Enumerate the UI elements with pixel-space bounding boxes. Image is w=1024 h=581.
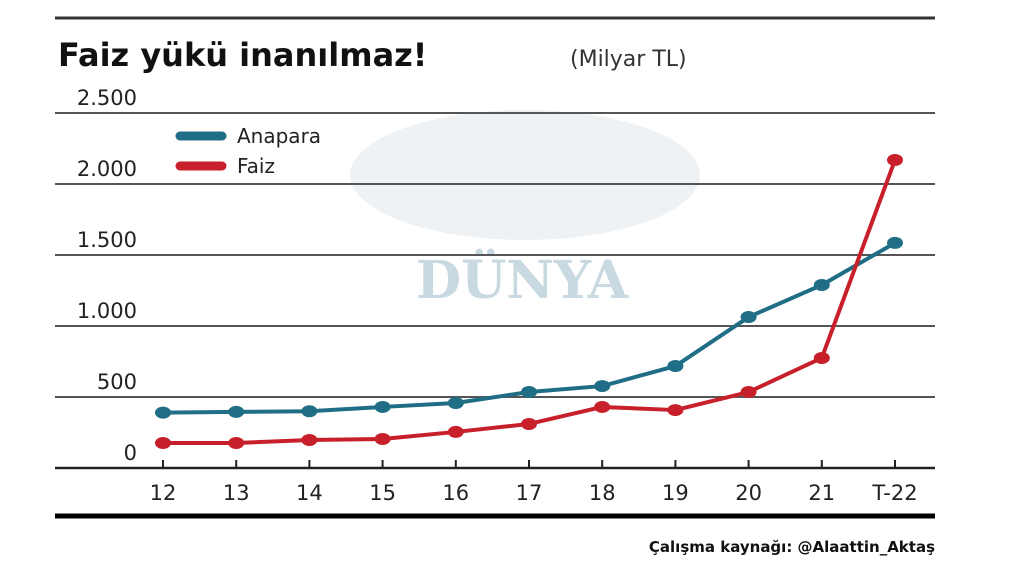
x-tick-label: 13 — [223, 481, 250, 505]
chart-title: Faiz yükü inanılmaz! — [58, 36, 427, 74]
x-tick-label: 21 — [808, 481, 835, 505]
x-tick-label: 19 — [662, 481, 689, 505]
y-tick-label: 2.000 — [77, 157, 137, 181]
data-point-anapara — [813, 278, 830, 291]
x-tick-label: 15 — [369, 481, 396, 505]
x-tick-label: 20 — [735, 481, 762, 505]
data-point-faiz — [740, 386, 757, 399]
y-tick-label: 0 — [124, 441, 137, 465]
y-tick-label: 1.000 — [77, 299, 137, 323]
data-point-anapara — [740, 311, 757, 324]
data-point-anapara — [594, 380, 611, 393]
x-tick-label: 18 — [589, 481, 616, 505]
data-point-anapara — [155, 406, 171, 419]
legend-label: Anapara — [237, 124, 321, 148]
data-point-faiz — [155, 437, 171, 450]
data-point-faiz — [447, 425, 464, 438]
data-point-anapara — [887, 236, 903, 249]
data-point-anapara — [228, 405, 245, 418]
data-point-faiz — [374, 433, 391, 446]
data-point-faiz — [301, 434, 318, 447]
x-tick-label: 17 — [516, 481, 543, 505]
data-point-faiz — [813, 351, 830, 364]
data-point-anapara — [667, 360, 684, 373]
data-point-anapara — [301, 405, 318, 418]
data-point-faiz — [228, 437, 245, 450]
x-tick-label: 14 — [296, 481, 323, 505]
data-point-anapara — [447, 396, 464, 409]
source-note: Çalışma kaynağı: @Alaattin_Aktaş — [649, 538, 935, 556]
y-tick-label: 500 — [97, 370, 137, 394]
y-tick-label: 1.500 — [77, 228, 137, 252]
x-tick-label: T-22 — [871, 481, 917, 505]
data-point-faiz — [887, 154, 903, 167]
watermark: DÜNYA — [350, 110, 700, 311]
watermark-logo: DÜNYA — [416, 249, 629, 311]
y-tick-label: 2.500 — [77, 86, 137, 110]
data-point-faiz — [521, 417, 537, 430]
x-tick-label: 16 — [442, 481, 469, 505]
data-point-faiz — [667, 404, 684, 417]
data-point-anapara — [521, 386, 537, 399]
chart-subtitle: (Milyar TL) — [570, 47, 687, 72]
watermark-globe — [350, 110, 700, 240]
data-point-anapara — [374, 400, 391, 413]
legend-label: Faiz — [237, 154, 275, 178]
x-tick-label: 12 — [150, 481, 177, 505]
data-point-faiz — [594, 400, 611, 413]
